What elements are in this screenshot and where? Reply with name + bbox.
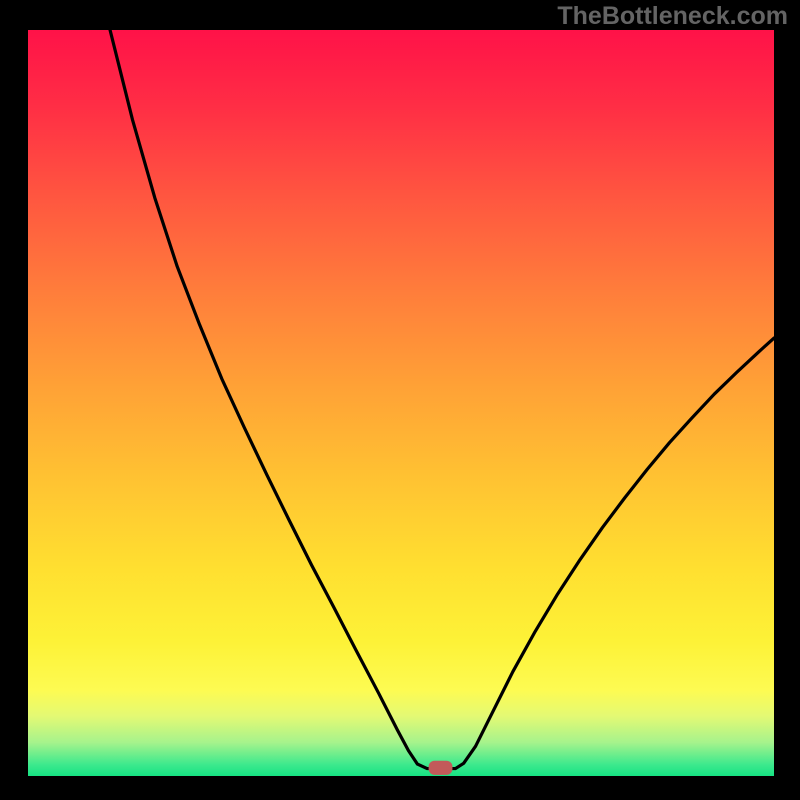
bottleneck-curve-chart <box>28 30 774 776</box>
plot-area <box>28 30 774 776</box>
watermark-label: TheBottleneck.com <box>557 2 788 31</box>
optimal-point-marker <box>429 761 453 775</box>
chart-stage: TheBottleneck.com <box>0 0 800 800</box>
